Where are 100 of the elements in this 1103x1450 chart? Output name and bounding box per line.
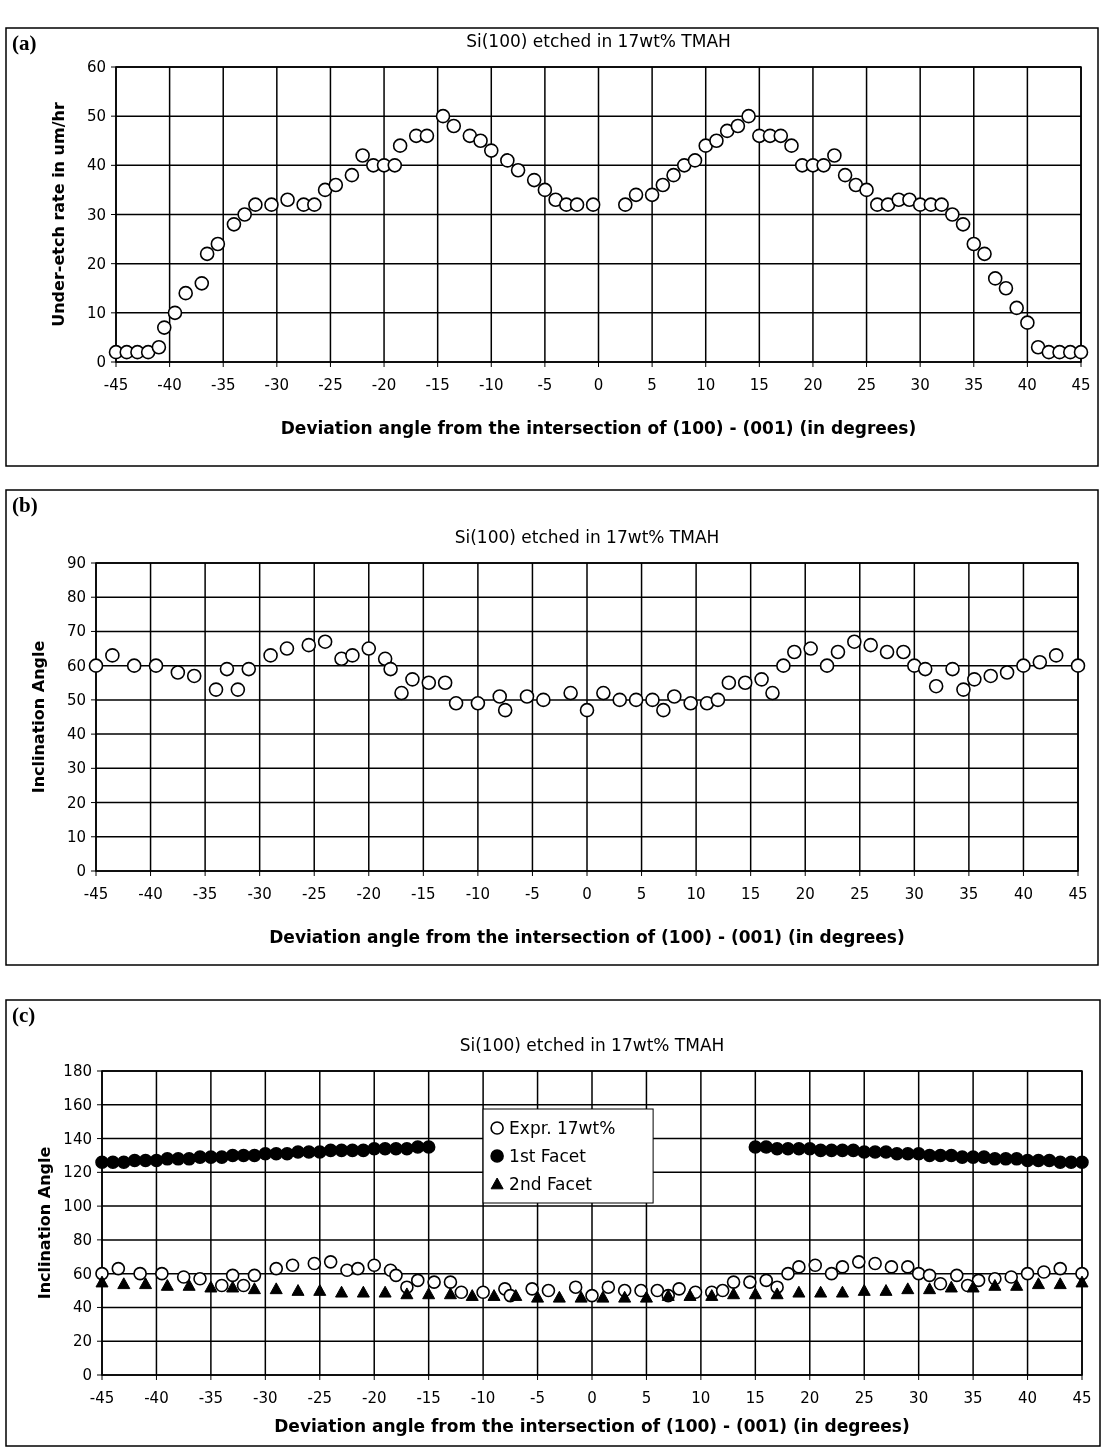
point <box>705 1289 719 1301</box>
x-tick-label: 10 <box>691 1389 711 1407</box>
x-tick-label: -45 <box>103 376 129 394</box>
y-tick-label: 90 <box>66 554 86 572</box>
point <box>226 1280 240 1293</box>
x-tick-label: 30 <box>910 376 930 394</box>
x-tick-label: 35 <box>959 885 979 903</box>
point <box>313 1284 327 1296</box>
x-tick-label: -20 <box>371 376 397 394</box>
x-tick-label: 25 <box>850 885 870 903</box>
x-tick-label: 20 <box>803 376 823 394</box>
point <box>618 1290 632 1303</box>
point <box>988 1278 1002 1291</box>
x-tick-label: -10 <box>479 376 504 394</box>
point <box>95 1275 109 1288</box>
y-tick-label: 80 <box>72 1230 92 1249</box>
x-tick-label: 0 <box>582 885 592 903</box>
point <box>552 1290 566 1303</box>
x-tick-label: 10 <box>696 376 716 394</box>
y-tick-label: 70 <box>66 622 86 641</box>
x-tick-label: -45 <box>83 885 109 903</box>
point <box>944 1280 958 1293</box>
y-tick-label: 0 <box>96 353 106 371</box>
point <box>770 1287 784 1300</box>
y-tick-label: 160 <box>63 1095 92 1114</box>
x-tick-label: 25 <box>854 1389 874 1407</box>
point <box>814 1285 828 1298</box>
x-tick-label: 5 <box>641 1389 652 1407</box>
x-tick-label: 45 <box>1072 1389 1092 1407</box>
x-tick-label: 20 <box>800 1389 820 1407</box>
point <box>857 1284 871 1296</box>
x-tick-label: -5 <box>530 1389 546 1407</box>
x-tick-label: 25 <box>857 376 877 394</box>
x-tick-label: 30 <box>909 1389 929 1407</box>
y-tick-label: 20 <box>86 254 106 273</box>
x-tick-label: -25 <box>301 885 327 903</box>
y-tick-label: 60 <box>86 58 106 76</box>
y-tick-label: 10 <box>66 827 86 846</box>
y-tick-label: 120 <box>63 1163 92 1182</box>
text: (a) <box>12 31 37 55</box>
point <box>509 1289 523 1301</box>
y-tick-label: 0 <box>82 1366 92 1384</box>
x-axis-title: Deviation angle from the intersection of (100) - (001) (in degrees) <box>280 418 917 438</box>
x-tick-label: -15 <box>416 1389 441 1407</box>
x-tick-label: -5 <box>537 376 553 394</box>
x-tick-label: 0 <box>587 1389 597 1407</box>
x-tick-label: -10 <box>465 885 491 903</box>
x-tick-label: 35 <box>964 376 984 394</box>
chart-title: Si(100) etched in 17wt% TMAH <box>466 31 731 51</box>
y-tick-label: 40 <box>66 725 86 744</box>
point <box>1075 1275 1089 1288</box>
x-axis-title: Deviation angle from the intersection of (100) - (001) (in degrees) <box>269 927 905 947</box>
point <box>531 1290 545 1303</box>
x-tick-label: 10 <box>686 885 706 903</box>
x-tick-label: -25 <box>318 376 343 394</box>
point <box>400 1287 414 1300</box>
x-tick-label: 15 <box>741 885 761 903</box>
y-tick-label: 20 <box>66 793 86 812</box>
y-tick-label: 50 <box>86 107 106 126</box>
point <box>335 1285 349 1298</box>
text: (c) <box>12 1003 36 1027</box>
y-tick-label: 40 <box>72 1298 92 1317</box>
x-tick-label: -10 <box>470 1389 496 1407</box>
x-tick-label: -35 <box>198 1389 224 1407</box>
x-tick-label: -15 <box>411 885 436 903</box>
x-tick-label: -30 <box>253 1389 278 1407</box>
point <box>465 1289 479 1301</box>
legend-label: 1st Facet <box>509 1146 587 1166</box>
y-tick-label: 30 <box>66 759 86 778</box>
point <box>443 1287 457 1300</box>
x-tick-label: -30 <box>264 376 290 394</box>
x-tick-label: -40 <box>157 376 182 394</box>
point <box>204 1280 218 1293</box>
point <box>1031 1277 1045 1290</box>
point <box>117 1277 131 1290</box>
point <box>160 1278 174 1291</box>
x-tick-label: -35 <box>210 376 236 394</box>
point <box>879 1284 893 1296</box>
x-tick-label: -40 <box>138 885 163 903</box>
chart-title: Si(100) etched in 17wt% TMAH <box>459 1035 725 1055</box>
x-tick-label: 15 <box>749 376 769 394</box>
point <box>269 1282 283 1295</box>
text: (b) <box>12 493 38 517</box>
point <box>901 1282 915 1295</box>
point <box>835 1285 849 1298</box>
x-tick-label: 40 <box>1018 1389 1038 1407</box>
point <box>596 1290 610 1303</box>
x-tick-label: -5 <box>524 885 540 903</box>
x-tick-label: 40 <box>1013 885 1033 903</box>
point <box>639 1290 653 1303</box>
y-tick-label: 80 <box>66 588 86 607</box>
point <box>574 1290 588 1303</box>
y-tick-label: 60 <box>66 656 86 675</box>
point <box>1010 1278 1024 1291</box>
point <box>683 1289 697 1301</box>
point <box>356 1285 370 1298</box>
x-tick-label: -30 <box>247 885 272 903</box>
point <box>422 1287 436 1300</box>
point <box>966 1280 980 1293</box>
legend-label: 2nd Facet <box>509 1174 593 1194</box>
